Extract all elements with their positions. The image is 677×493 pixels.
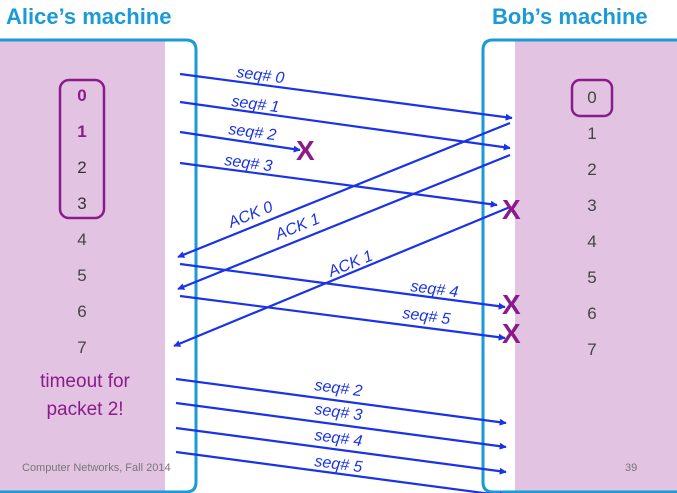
receiver-seq-5: 5 (587, 268, 597, 287)
loss-marker-seq2: X (296, 135, 315, 166)
label-retransmit-seq4: seq# 4 (313, 427, 363, 450)
packet-seq2-arrow (179, 130, 301, 153)
timeout-label: timeout for packet 2! (10, 368, 160, 424)
loss-marker-seq5: X (502, 318, 521, 349)
label-ack1-second: ACK 1 (325, 248, 375, 281)
label-seq0: seq# 0 (235, 64, 285, 87)
sender-seq-6: 6 (77, 302, 87, 321)
receiver-seq-2: 2 (587, 160, 597, 179)
receiver-seq-4: 4 (587, 232, 597, 251)
sender-seq-5: 5 (77, 266, 87, 285)
ack1-second-arrow (173, 205, 511, 348)
packet-seq1-arrow (179, 100, 511, 151)
alice-machine-border (0, 38, 198, 493)
receiver-seq-1: 1 (587, 124, 597, 143)
ack0-arrow (177, 121, 511, 259)
label-seq1: seq# 1 (230, 93, 280, 116)
sender-seq-4: 4 (77, 230, 87, 249)
sender-window (58, 78, 106, 220)
ack1-first-arrow (177, 153, 511, 291)
sender-seq-3: 3 (77, 194, 87, 213)
receiver-seq-3: 3 (587, 196, 597, 215)
packet-seq3-arrow (179, 161, 498, 208)
retransmit-seq2-arrow (175, 377, 507, 426)
receiver-seq-6: 6 (587, 304, 597, 323)
loss-marker-ack-receiver: X (502, 194, 521, 225)
retransmit-seq5-arrow (175, 450, 507, 493)
label-retransmit-seq3: seq# 3 (313, 401, 363, 424)
label-seq5: seq# 5 (401, 305, 451, 328)
packet-seq4-arrow (179, 262, 506, 310)
label-retransmit-seq2: seq# 2 (313, 377, 363, 400)
sender-seq-1: 1 (77, 122, 87, 141)
timeout-line-2: packet 2! (46, 399, 124, 420)
timeout-line-1: timeout for (40, 371, 130, 392)
loss-marker-seq4: X (502, 289, 521, 320)
bob-machine-border (481, 38, 677, 493)
alice-title: Alice’s machine (6, 4, 172, 29)
label-seq4: seq# 4 (409, 278, 459, 301)
label-seq2: seq# 2 (227, 121, 277, 144)
label-seq3: seq# 3 (223, 152, 273, 175)
alice-panel-background (0, 40, 165, 493)
sender-seq-2: 2 (77, 158, 87, 177)
sender-seq-0: 0 (77, 86, 87, 105)
retransmit-seq3-arrow (175, 401, 507, 450)
bob-title: Bob’s machine (492, 4, 648, 29)
packet-seq5-arrow (179, 294, 506, 341)
receiver-seq-7: 7 (587, 340, 597, 359)
packet-seq0-arrow (179, 72, 513, 121)
receiver-window (570, 78, 614, 118)
retransmit-seq4-arrow (175, 426, 507, 475)
label-retransmit-seq5: seq# 5 (313, 453, 363, 476)
receiver-seq-0: 0 (587, 88, 597, 107)
footer-page-number: 39 (625, 462, 638, 474)
footer-course: Computer Networks, Fall 2014 (22, 462, 171, 474)
sender-seq-7: 7 (77, 338, 87, 357)
